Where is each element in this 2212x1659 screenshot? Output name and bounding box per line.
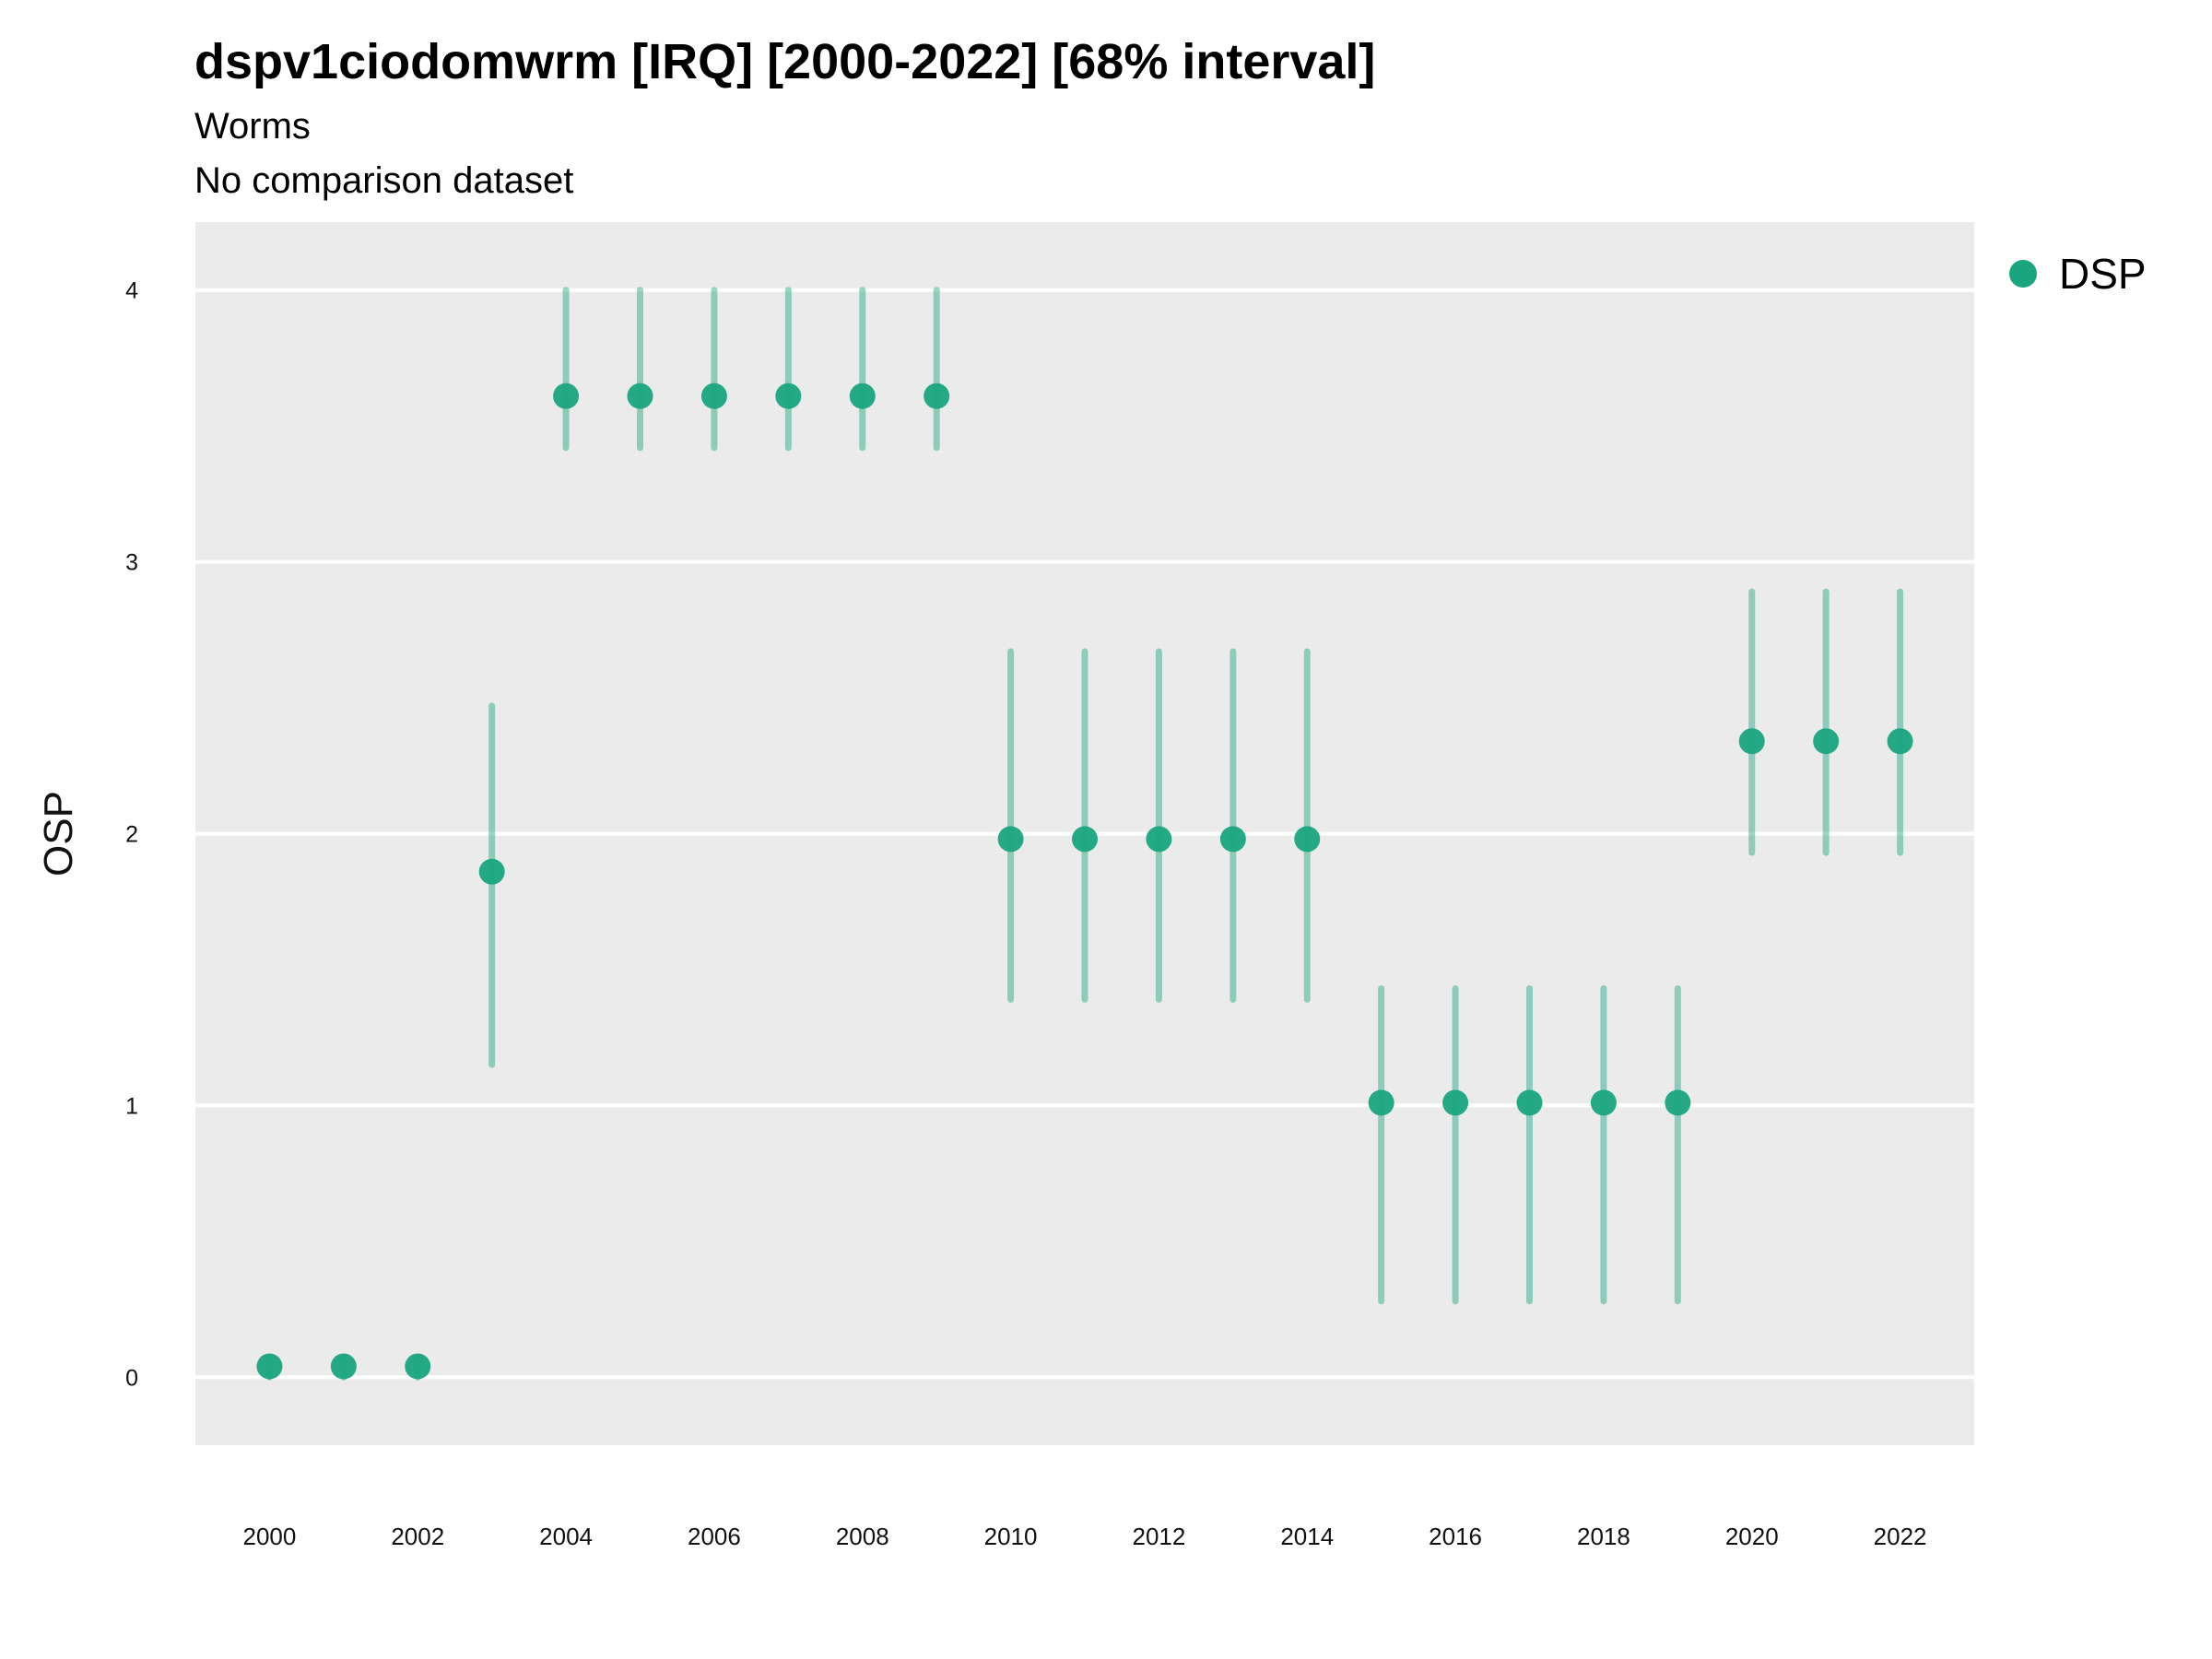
y-axis-label: OSP: [36, 791, 81, 877]
x-tick-label: 2004: [539, 1523, 593, 1550]
x-tick-label: 2010: [984, 1523, 1038, 1550]
x-tick-label: 2016: [1429, 1523, 1482, 1550]
data-point: [1368, 1089, 1394, 1116]
data-point: [478, 858, 505, 885]
x-tick-label: 2012: [1132, 1523, 1185, 1550]
data-point: [924, 382, 950, 409]
y-tick-label: 2: [125, 822, 138, 848]
x-tick-label: 2000: [242, 1523, 296, 1550]
data-point: [1294, 826, 1321, 853]
chart-subtitle: Worms: [194, 106, 311, 147]
data-point: [775, 382, 802, 409]
data-point: [1072, 826, 1098, 853]
x-tick-label: 2020: [1725, 1523, 1779, 1550]
legend-dot-dsp: [2009, 260, 2037, 288]
data-point: [1219, 826, 1246, 853]
data-point: [1590, 1089, 1617, 1116]
data-point: [553, 382, 580, 409]
data-point: [1887, 728, 1913, 755]
chart-title: dspv1ciodomwrm [IRQ] [2000-2022] [68% in…: [194, 34, 1376, 89]
x-tick-label: 2014: [1280, 1523, 1334, 1550]
x-tick-label: 2018: [1577, 1523, 1630, 1550]
data-point: [1738, 728, 1765, 755]
data-point: [256, 1353, 283, 1380]
data-point: [700, 382, 727, 409]
data-point: [627, 382, 653, 409]
data-point: [1665, 1089, 1691, 1116]
data-point: [1516, 1089, 1543, 1116]
y-tick-label: 4: [125, 278, 138, 304]
data-point: [405, 1353, 431, 1380]
x-tick-label: 2008: [836, 1523, 889, 1550]
data-point: [1146, 826, 1172, 853]
y-tick-label: 3: [125, 550, 138, 576]
x-tick-label: 2022: [1874, 1523, 1927, 1550]
data-point: [997, 826, 1024, 853]
data-point: [1813, 728, 1840, 755]
x-tick-label: 2006: [688, 1523, 741, 1550]
legend: DSP: [2009, 249, 2147, 299]
data-point: [849, 382, 876, 409]
y-tick-label: 1: [125, 1093, 138, 1119]
chart-subtitle-2: No comparison dataset: [194, 160, 574, 201]
legend-label-dsp: DSP: [2059, 250, 2147, 298]
data-point: [330, 1353, 357, 1380]
data-point: [1442, 1089, 1469, 1116]
y-tick-label: 0: [125, 1365, 138, 1391]
x-tick-label: 2002: [391, 1523, 444, 1550]
